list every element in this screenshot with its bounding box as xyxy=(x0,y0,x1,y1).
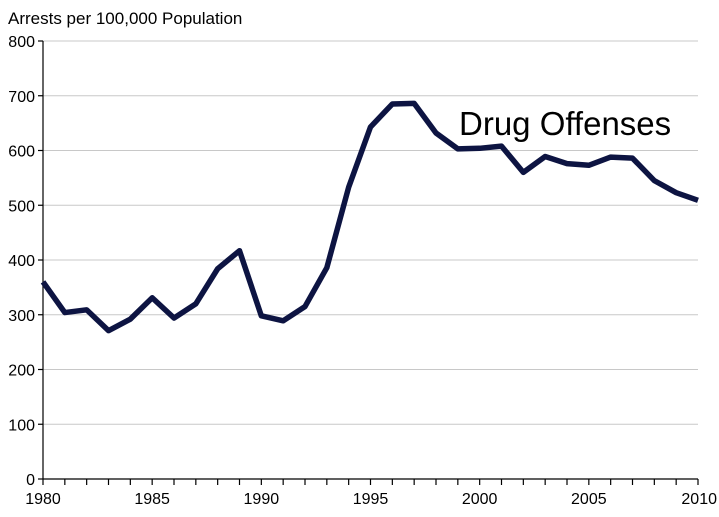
y-tick-label-700: 700 xyxy=(8,89,35,106)
x-tick-label-1985: 1985 xyxy=(134,491,170,508)
y-tick-label-600: 600 xyxy=(8,144,35,161)
y-tick-label-500: 500 xyxy=(8,198,35,215)
x-tick-label-2010: 2010 xyxy=(681,491,717,508)
x-tick-label-2000: 2000 xyxy=(462,491,498,508)
x-tick-label-2005: 2005 xyxy=(571,491,607,508)
tick-labels: 0 100 200 300 400 500 600 700 800 1980 1985 1990 199… xyxy=(8,34,717,508)
x-tick-label-1980: 1980 xyxy=(25,491,61,508)
series-line-0 xyxy=(40,100,699,334)
axes xyxy=(38,40,699,485)
y-axis-title: Arrests per 100,000 Population xyxy=(8,9,242,28)
series-lines xyxy=(40,100,699,334)
x-tick-label-1995: 1995 xyxy=(353,491,389,508)
y-tick-label-0: 0 xyxy=(26,472,35,489)
y-tick-label-800: 800 xyxy=(8,34,35,51)
series-label-drug-offenses: Drug Offenses xyxy=(459,105,671,142)
y-tick-label-300: 300 xyxy=(8,308,35,325)
x-tick-label-1990: 1990 xyxy=(244,491,280,508)
y-tick-label-100: 100 xyxy=(8,417,35,434)
y-tick-label-400: 400 xyxy=(8,253,35,270)
gridlines xyxy=(43,40,698,425)
y-tick-label-200: 200 xyxy=(8,363,35,380)
